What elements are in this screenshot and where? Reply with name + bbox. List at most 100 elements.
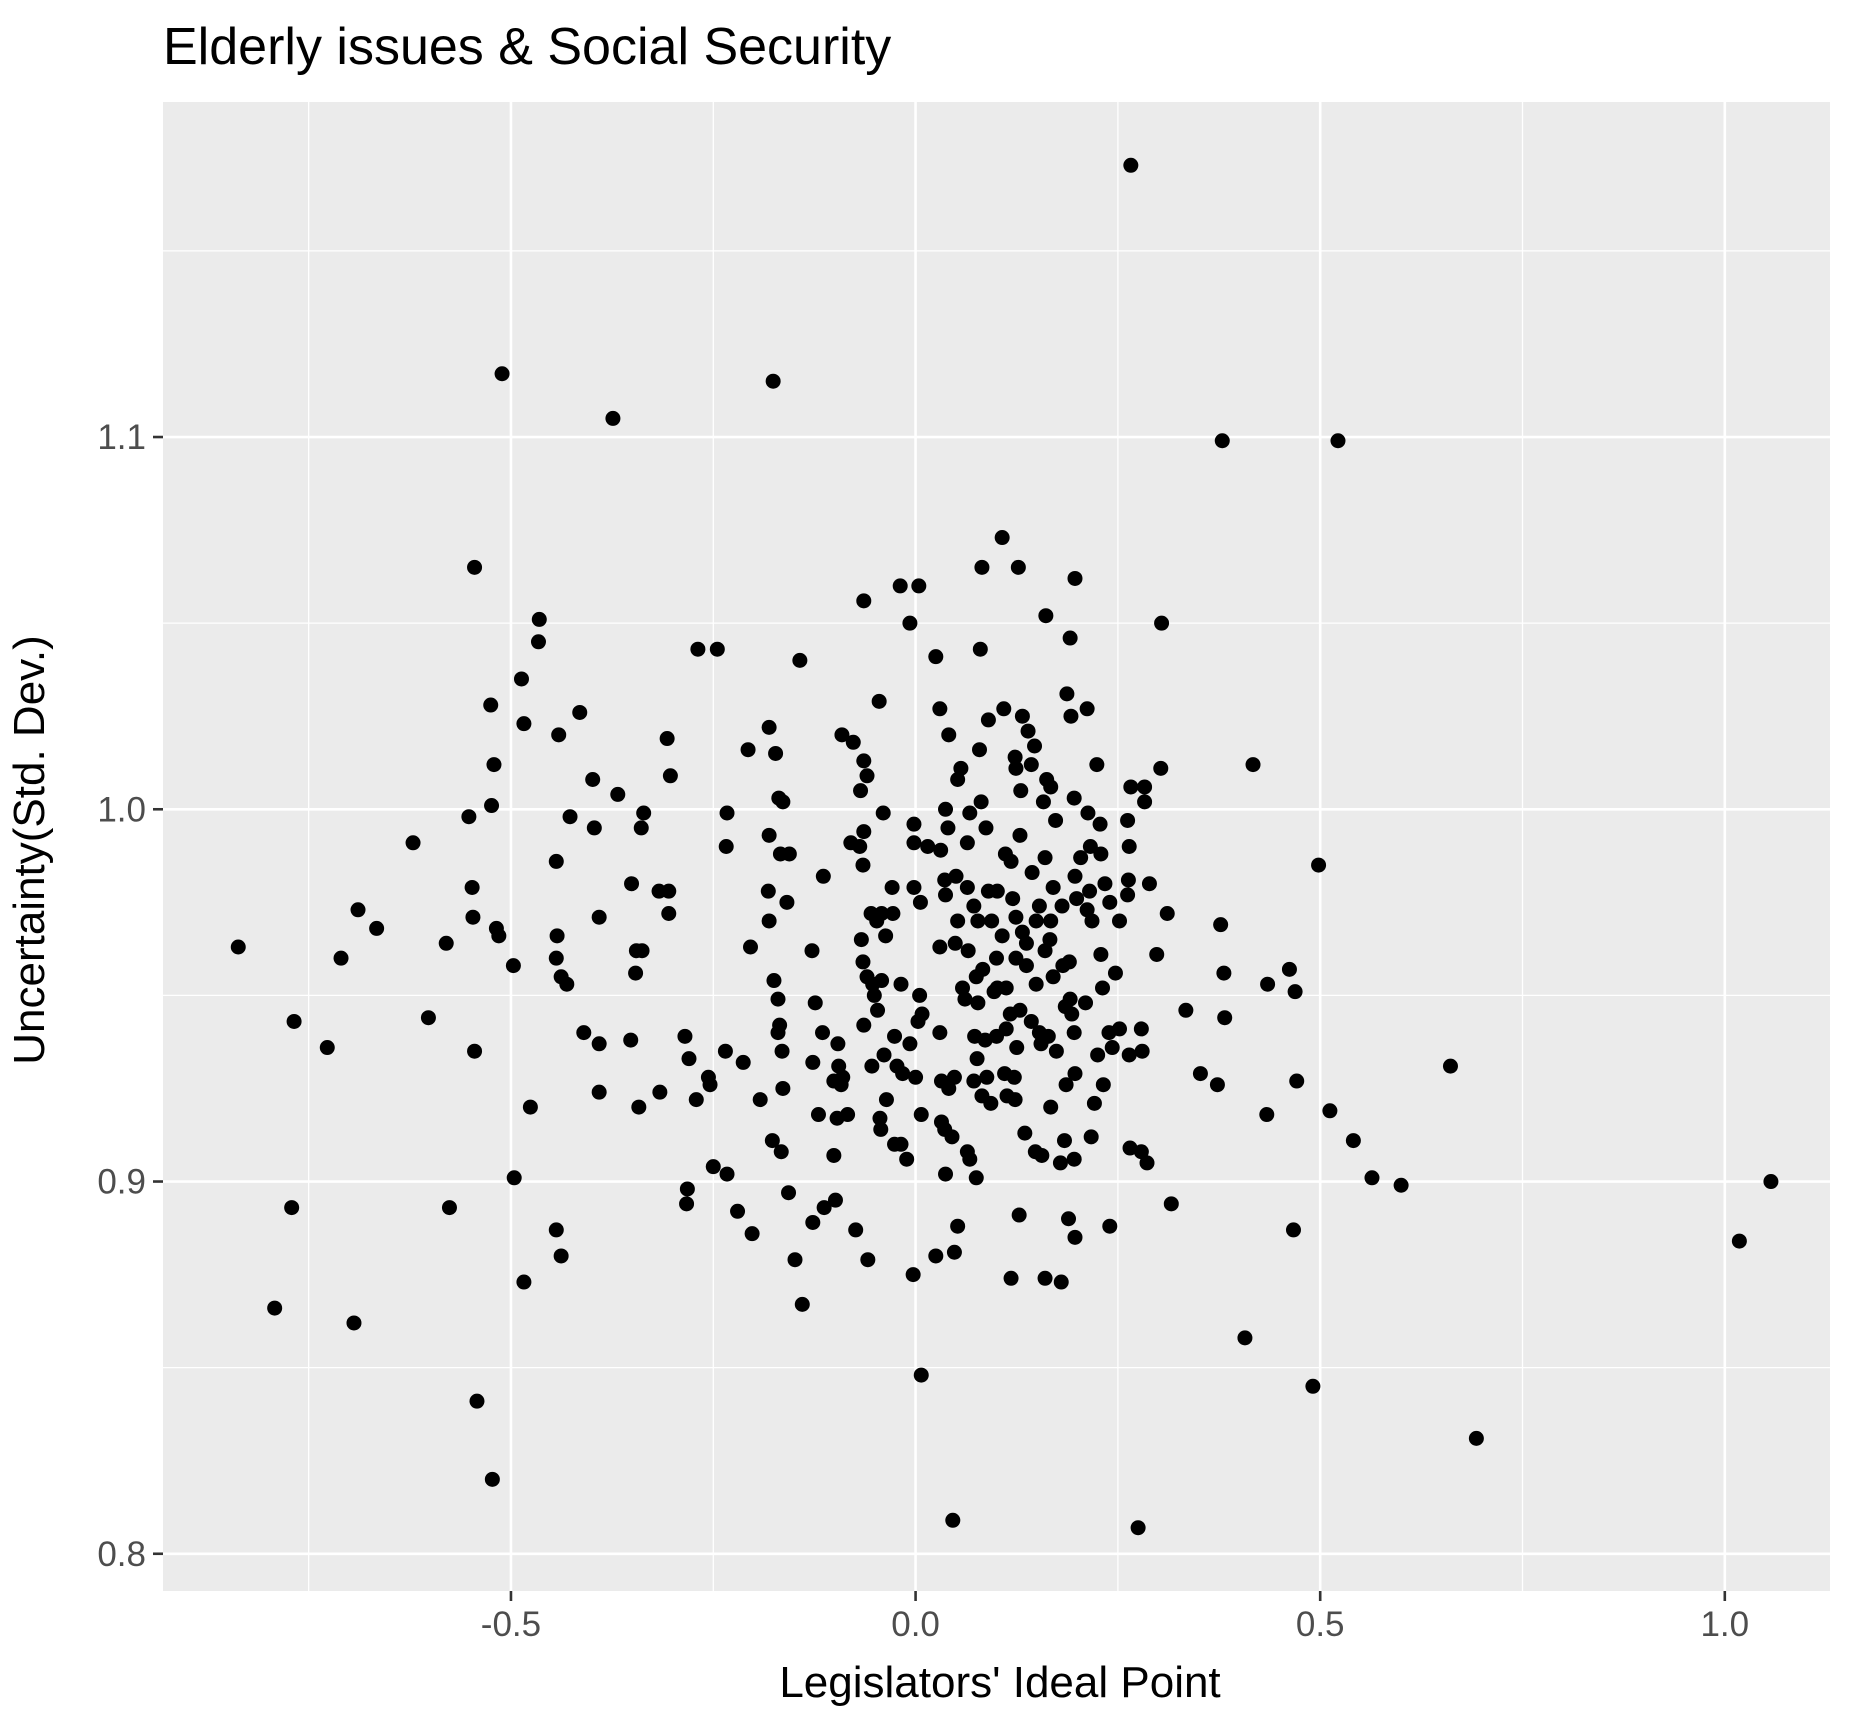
scatter-point — [740, 742, 756, 758]
scatter-point — [773, 1144, 789, 1160]
scatter-point — [994, 928, 1010, 944]
scatter-point — [933, 842, 949, 858]
scatter-point — [1364, 1170, 1380, 1186]
scatter-point — [855, 857, 871, 873]
scatter-point — [1120, 887, 1136, 903]
scatter-point — [932, 939, 948, 955]
scatter-point — [1123, 779, 1139, 795]
scatter-point — [765, 373, 781, 389]
scatter-point — [1122, 1140, 1138, 1156]
scatter-point — [1281, 961, 1297, 977]
scatter-point — [866, 987, 882, 1003]
scatter-point — [833, 1077, 849, 1093]
scatter-point — [912, 987, 928, 1003]
scatter-point — [1048, 812, 1064, 828]
scatter-point — [491, 928, 507, 944]
scatter-point — [1064, 1006, 1080, 1022]
scatter-point — [319, 1040, 335, 1056]
scatter-point — [1011, 1207, 1027, 1223]
scatter-point — [905, 1267, 921, 1283]
scatter-point — [1141, 876, 1157, 892]
scatter-point — [860, 1252, 876, 1268]
scatter-point — [972, 641, 988, 657]
scatter-point — [945, 1512, 961, 1528]
scatter-point — [1080, 805, 1096, 821]
scatter-point — [333, 950, 349, 966]
scatter-point — [853, 932, 869, 948]
scatter-point — [1082, 839, 1098, 854]
scatter-point — [948, 868, 964, 884]
scatter-point — [505, 958, 521, 974]
scatter-point — [1054, 898, 1070, 914]
scatter-point — [1082, 883, 1098, 899]
scatter-point — [805, 1214, 821, 1230]
scatter-point — [553, 1248, 569, 1264]
scatter-point — [978, 820, 994, 836]
scatter-point — [950, 1218, 966, 1234]
scatter-point — [1034, 1147, 1050, 1163]
scatter-point — [859, 768, 875, 784]
scatter-point — [1107, 965, 1123, 981]
scatter-point — [1078, 995, 1094, 1011]
scatter-point — [486, 757, 502, 773]
scatter-point — [774, 1043, 790, 1059]
scatter-point — [752, 1092, 768, 1108]
scatter-point — [591, 1036, 607, 1052]
scatter-point — [702, 1077, 718, 1093]
scatter-point — [996, 701, 1012, 717]
scatter-point — [1023, 1013, 1039, 1029]
scatter-point — [1311, 857, 1327, 873]
scatter-point — [804, 943, 820, 959]
scatter-point — [464, 879, 480, 895]
scatter-point — [1095, 980, 1111, 996]
scatter-point — [346, 1315, 362, 1331]
scatter-point — [530, 634, 546, 650]
scatter-point — [973, 794, 989, 810]
scatter-point — [1133, 1144, 1149, 1160]
scatter-point — [1043, 779, 1059, 795]
scatter-point — [980, 712, 996, 728]
scatter-point — [1028, 976, 1044, 992]
scatter-point — [662, 768, 678, 784]
x-axis: -0.5 0.0 0.5 1.0 — [481, 1591, 1749, 1644]
scatter-point — [516, 716, 532, 732]
scatter-point — [1066, 1025, 1082, 1041]
scatter-point — [1006, 1069, 1022, 1085]
scatter-point — [884, 879, 900, 895]
scatter-point — [1009, 1040, 1025, 1056]
scatter-point — [1012, 827, 1028, 843]
plot-panel — [163, 102, 1830, 1591]
scatter-point — [1123, 157, 1139, 173]
scatter-point — [719, 1166, 735, 1182]
scatter-point — [548, 950, 564, 966]
scatter-point — [1053, 1274, 1069, 1290]
scatter-point — [1102, 1218, 1118, 1234]
scatter-point — [761, 719, 777, 735]
scatter-point — [1101, 1025, 1117, 1041]
scatter-point — [1121, 1047, 1137, 1063]
scatter-point — [548, 853, 564, 869]
scatter-point — [1007, 1092, 1023, 1108]
x-tick-label: 0.0 — [891, 1605, 940, 1644]
scatter-point — [998, 980, 1014, 996]
scatter-point — [1322, 1103, 1338, 1119]
scatter-point — [764, 1133, 780, 1149]
scatter-point — [1192, 1066, 1208, 1082]
scatter-point — [970, 995, 986, 1011]
scatter-point — [1035, 794, 1051, 810]
scatter-point — [1345, 1133, 1361, 1149]
scatter-point — [1133, 1021, 1149, 1037]
scatter-point — [1079, 701, 1095, 717]
scatter-point — [1287, 984, 1303, 1000]
scatter-point — [1442, 1058, 1458, 1074]
scatter-point — [869, 913, 885, 929]
scatter-point — [506, 1170, 522, 1186]
scatter-point — [794, 1296, 810, 1312]
scatter-point — [962, 1151, 978, 1167]
scatter-point — [744, 1226, 760, 1242]
scatter-point — [893, 976, 909, 992]
scatter-point — [792, 652, 808, 668]
scatter-point — [979, 1069, 995, 1085]
scatter-point — [286, 1013, 302, 1029]
scatter-point — [1033, 1036, 1049, 1052]
